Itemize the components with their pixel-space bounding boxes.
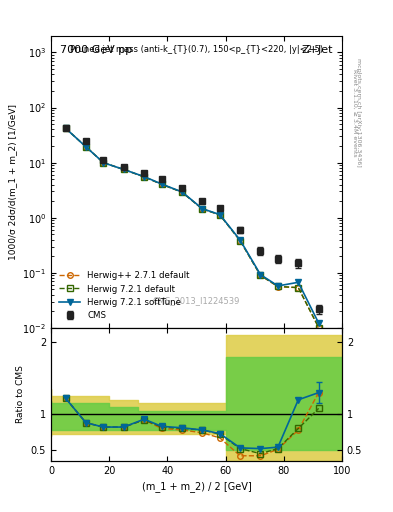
- Herwig 7.2.1 softTune: [217, 211, 222, 218]
- Herwig 7.2.1 default: [84, 144, 88, 150]
- Herwig++ 2.7.1 default: [275, 284, 280, 290]
- Herwig++ 2.7.1 default: [142, 174, 147, 180]
- Herwig++ 2.7.1 default: [258, 272, 263, 279]
- Herwig 7.2.1 softTune: [316, 320, 321, 326]
- Line: Herwig++ 2.7.1 default: Herwig++ 2.7.1 default: [63, 125, 321, 330]
- Herwig 7.2.1 softTune: [84, 144, 88, 150]
- Herwig++ 2.7.1 default: [217, 212, 222, 218]
- Legend: Herwig++ 2.7.1 default, Herwig 7.2.1 default, Herwig 7.2.1 softTune, CMS: Herwig++ 2.7.1 default, Herwig 7.2.1 def…: [55, 268, 193, 324]
- X-axis label: (m_1 + m_2) / 2 [GeV]: (m_1 + m_2) / 2 [GeV]: [141, 481, 252, 492]
- Text: mcplots.cern.ch [arXiv:1306.3436]: mcplots.cern.ch [arXiv:1306.3436]: [356, 58, 361, 167]
- Line: Herwig 7.2.1 default: Herwig 7.2.1 default: [63, 125, 321, 330]
- Text: Z+Jet: Z+Jet: [302, 45, 333, 55]
- Herwig 7.2.1 softTune: [159, 181, 164, 187]
- Herwig++ 2.7.1 default: [84, 144, 88, 150]
- Y-axis label: Ratio to CMS: Ratio to CMS: [16, 366, 25, 423]
- Herwig 7.2.1 softTune: [63, 125, 68, 132]
- Text: Pruned jet mass (anti-k_{T}(0.7), 150<p_{T}<220, |y|<2.5): Pruned jet mass (anti-k_{T}(0.7), 150<p_…: [70, 45, 323, 54]
- Herwig 7.2.1 default: [63, 125, 68, 132]
- Herwig 7.2.1 default: [275, 283, 280, 289]
- Herwig 7.2.1 default: [142, 174, 147, 180]
- Herwig 7.2.1 default: [121, 166, 126, 173]
- Herwig 7.2.1 default: [101, 160, 106, 166]
- Herwig 7.2.1 softTune: [275, 283, 280, 289]
- Text: Rivet 3.1.10, ≥ 3.4M events: Rivet 3.1.10, ≥ 3.4M events: [352, 69, 357, 157]
- Herwig 7.2.1 default: [296, 285, 301, 291]
- Herwig 7.2.1 default: [180, 189, 184, 195]
- Herwig 7.2.1 default: [217, 212, 222, 218]
- Herwig 7.2.1 softTune: [121, 166, 126, 173]
- Herwig 7.2.1 softTune: [101, 160, 106, 166]
- Herwig 7.2.1 softTune: [258, 271, 263, 278]
- Herwig 7.2.1 softTune: [142, 174, 147, 180]
- Line: Herwig 7.2.1 softTune: Herwig 7.2.1 softTune: [63, 125, 321, 326]
- Herwig++ 2.7.1 default: [101, 160, 106, 166]
- Herwig 7.2.1 default: [200, 206, 205, 212]
- Herwig++ 2.7.1 default: [159, 181, 164, 187]
- Text: 7000 GeV pp: 7000 GeV pp: [60, 45, 132, 55]
- Herwig++ 2.7.1 default: [316, 325, 321, 331]
- Text: CMS_2013_I1224539: CMS_2013_I1224539: [153, 295, 240, 305]
- Herwig 7.2.1 default: [159, 181, 164, 187]
- Herwig 7.2.1 default: [316, 325, 321, 331]
- Herwig 7.2.1 default: [238, 238, 242, 244]
- Herwig 7.2.1 softTune: [238, 237, 242, 243]
- Herwig 7.2.1 softTune: [200, 206, 205, 212]
- Herwig++ 2.7.1 default: [121, 166, 126, 173]
- Herwig++ 2.7.1 default: [63, 125, 68, 132]
- Herwig 7.2.1 default: [258, 272, 263, 279]
- Herwig++ 2.7.1 default: [296, 285, 301, 291]
- Herwig++ 2.7.1 default: [180, 189, 184, 195]
- Herwig++ 2.7.1 default: [238, 238, 242, 244]
- Y-axis label: 1000/σ 2dσ/d(m_1 + m_2) [1/GeV]: 1000/σ 2dσ/d(m_1 + m_2) [1/GeV]: [8, 104, 17, 260]
- Herwig 7.2.1 softTune: [296, 279, 301, 285]
- Herwig 7.2.1 softTune: [180, 189, 184, 195]
- Herwig++ 2.7.1 default: [200, 206, 205, 212]
